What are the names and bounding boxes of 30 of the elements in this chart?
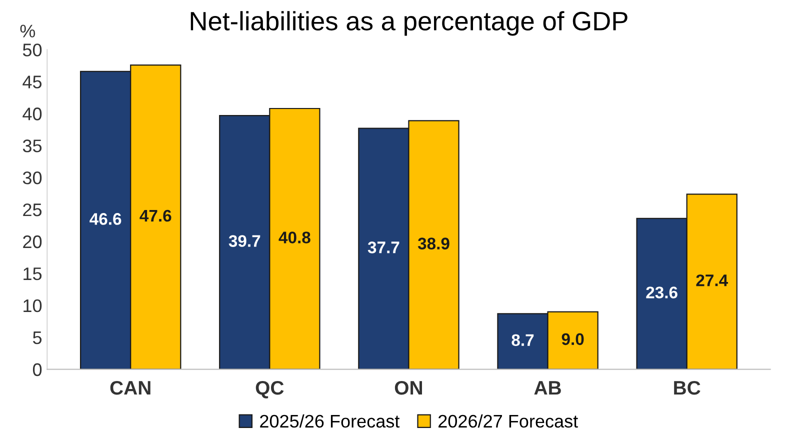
data-label: 39.7 [228,235,260,247]
data-label: 23.6 [646,286,678,298]
y-tick-label: 20 [23,235,42,248]
legend-label: 2025/26 Forecast [260,414,400,428]
data-label: 46.6 [90,213,122,225]
y-axis-title: % [20,24,36,38]
data-label: 9.0 [562,333,584,346]
data-label: 27.4 [696,274,728,286]
y-tick-label: 40 [22,108,42,120]
x-tick-label: ON [394,380,422,395]
data-label: 38.9 [418,238,450,250]
data-label: 37.7 [368,242,400,254]
data-label: 47.6 [140,210,172,222]
x-tick-label: BC [674,380,700,395]
data-label: 8.7 [512,334,534,346]
x-tick-label: AB [534,381,561,395]
y-tick-label: 35 [22,140,42,152]
y-tick-label: 25 [23,203,42,216]
y-tick-label: 15 [24,268,42,280]
x-tick-label: CAN [110,380,150,395]
y-tick-label: 10 [24,299,42,312]
y-tick-label: 50 [22,44,42,56]
chart-title: Net-liabilities as a percentage of GDP [190,11,628,36]
y-tick-label: 45 [22,76,42,88]
data-label: 40.8 [278,232,310,244]
y-tick-label: 0 [32,363,42,376]
y-tick-label: 5 [32,332,42,344]
y-tick-label: 30 [22,171,42,184]
legend-label: 2026/27 Forecast [438,414,578,428]
x-tick-label: QC [256,380,284,398]
